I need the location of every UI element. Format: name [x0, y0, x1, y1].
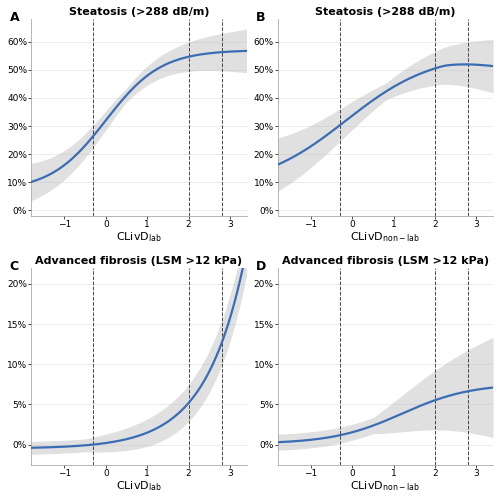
Title: Steatosis (>288 dB/m): Steatosis (>288 dB/m): [315, 7, 456, 17]
Title: Steatosis (>288 dB/m): Steatosis (>288 dB/m): [68, 7, 209, 17]
Text: D: D: [256, 260, 266, 273]
X-axis label: CLivD$_{\mathrm{lab}}$: CLivD$_{\mathrm{lab}}$: [116, 480, 162, 493]
X-axis label: CLivD$_{\mathrm{non-lab}}$: CLivD$_{\mathrm{non-lab}}$: [350, 480, 420, 493]
Text: C: C: [10, 260, 19, 273]
Text: A: A: [10, 11, 20, 24]
Title: Advanced fibrosis (LSM >12 kPa): Advanced fibrosis (LSM >12 kPa): [282, 256, 489, 266]
Title: Advanced fibrosis (LSM >12 kPa): Advanced fibrosis (LSM >12 kPa): [36, 256, 242, 266]
X-axis label: CLivD$_{\mathrm{non-lab}}$: CLivD$_{\mathrm{non-lab}}$: [350, 230, 420, 244]
X-axis label: CLivD$_{\mathrm{lab}}$: CLivD$_{\mathrm{lab}}$: [116, 230, 162, 244]
Text: B: B: [256, 11, 266, 24]
